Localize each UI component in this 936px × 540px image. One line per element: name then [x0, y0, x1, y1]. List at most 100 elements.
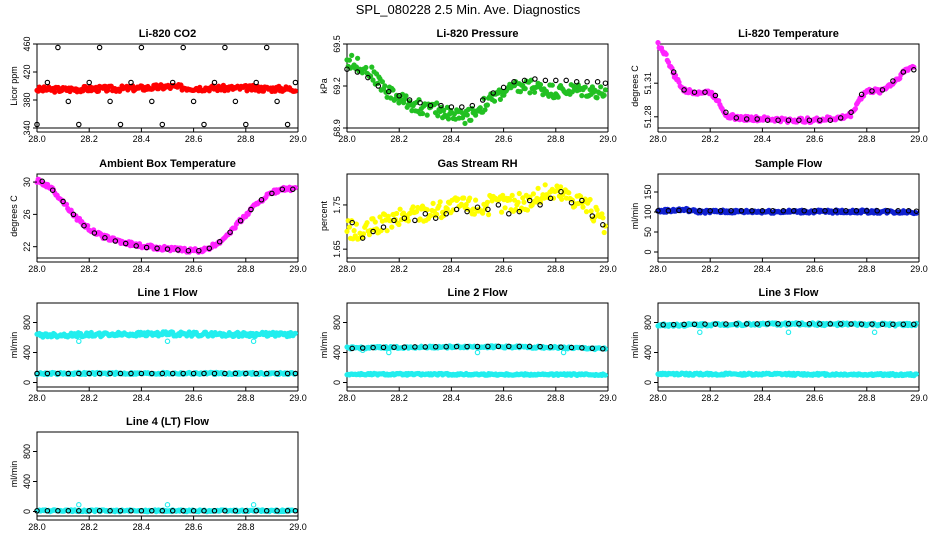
- x-tick-label: 28.8: [858, 134, 876, 144]
- sample-point: [428, 213, 434, 219]
- data-point: [665, 208, 672, 214]
- x-axis: 28.0 28.2 28.4 28.6 28.8 29.0: [649, 387, 928, 403]
- data-point: [417, 100, 423, 106]
- plot-frame: [36, 43, 299, 129]
- data-point: [780, 208, 787, 214]
- x-tick-label: 28.6: [495, 264, 513, 274]
- panel-title: Line 1 Flow: [138, 287, 198, 299]
- data-point: [290, 186, 296, 193]
- data-point: [292, 370, 299, 377]
- data-point: [464, 208, 470, 215]
- data-point: [464, 343, 470, 350]
- data-point: [759, 208, 766, 214]
- data-point: [707, 208, 713, 214]
- sample-point: [480, 210, 486, 216]
- x-tick-label: 28.0: [649, 134, 667, 144]
- data-series: [344, 52, 609, 126]
- panel-title: Line 2 Flow: [448, 287, 508, 299]
- x-tick-label: 29.0: [289, 393, 307, 403]
- series-averages: [670, 67, 917, 123]
- data-point: [764, 117, 771, 123]
- sample-point: [344, 228, 350, 234]
- data-point: [733, 115, 740, 121]
- x-axis: 28.0 28.2 28.4 28.6 28.8 29.0: [28, 128, 307, 144]
- series-samples: [655, 39, 917, 125]
- sample-point: [349, 52, 355, 59]
- data-point: [474, 343, 481, 350]
- data-point: [253, 370, 259, 377]
- data-point: [485, 206, 491, 213]
- data-point: [837, 115, 844, 121]
- data-point: [76, 502, 82, 508]
- data-point: [386, 88, 392, 95]
- data-point: [91, 230, 98, 236]
- sample-point: [396, 221, 402, 228]
- x-tick-label: 28.2: [390, 134, 408, 144]
- data-point: [60, 198, 66, 205]
- data-point: [900, 69, 907, 75]
- y-axis-label: degrees C: [9, 195, 19, 237]
- y-tick-label: 800: [22, 444, 32, 459]
- y-tick-label: 400: [332, 345, 342, 360]
- x-tick-label: 29.0: [910, 134, 928, 144]
- sample-point: [471, 211, 478, 217]
- sample-point: [368, 73, 374, 79]
- data-point: [232, 370, 239, 377]
- data-point: [869, 88, 875, 94]
- data-point: [412, 344, 418, 350]
- plot-frame: [36, 302, 299, 388]
- y-tick-label: 51.31: [643, 72, 653, 95]
- data-point: [443, 343, 449, 350]
- data-point: [269, 190, 275, 197]
- sample-point: [655, 39, 661, 46]
- data-point: [594, 79, 601, 85]
- y-tick-label: 0: [643, 380, 653, 385]
- y-tick-label: 400: [22, 345, 32, 360]
- x-tick-label: 28.0: [649, 393, 667, 403]
- series-samples: [34, 176, 299, 255]
- series-averages: [34, 44, 299, 128]
- sample-point: [583, 209, 590, 215]
- data-point: [438, 102, 444, 109]
- data-point: [359, 235, 366, 241]
- sample-point: [535, 185, 541, 191]
- data-point: [422, 211, 429, 217]
- x-tick-label: 28.0: [28, 134, 46, 144]
- y-tick-label: 100: [643, 204, 653, 219]
- y-tick-label: 69.5: [332, 35, 342, 53]
- sample-point: [542, 182, 548, 188]
- sample-point: [372, 219, 378, 225]
- data-point: [55, 44, 61, 51]
- data-point: [485, 343, 491, 350]
- y-axis-label: percent: [319, 200, 329, 231]
- sample-point: [527, 90, 533, 96]
- data-point: [479, 97, 486, 103]
- data-point: [589, 213, 596, 219]
- data-point: [511, 79, 517, 85]
- x-tick-label: 28.2: [390, 393, 408, 403]
- sample-point: [557, 184, 564, 190]
- data-point: [102, 235, 108, 241]
- sample-point: [379, 79, 386, 85]
- data-point: [879, 87, 886, 93]
- x-tick-label: 29.0: [289, 264, 307, 274]
- data-point: [712, 92, 719, 99]
- data-point: [785, 117, 792, 123]
- data-point: [890, 78, 896, 84]
- y-tick-label: 0: [22, 380, 32, 385]
- panel-title: Gas Stream RH: [437, 158, 517, 170]
- data-point: [86, 370, 92, 377]
- y-tick-label: 420: [22, 64, 32, 79]
- data-point: [743, 116, 750, 122]
- data-point: [589, 345, 596, 352]
- data-point: [401, 344, 408, 350]
- sample-point: [484, 102, 491, 108]
- data-point: [206, 245, 213, 252]
- series-averages: [349, 343, 606, 352]
- sample-point: [394, 210, 400, 217]
- data-point: [81, 222, 87, 229]
- x-tick-label: 28.8: [237, 522, 255, 532]
- data-point: [558, 188, 564, 195]
- data-point: [495, 343, 502, 350]
- x-tick-label: 29.0: [289, 522, 307, 532]
